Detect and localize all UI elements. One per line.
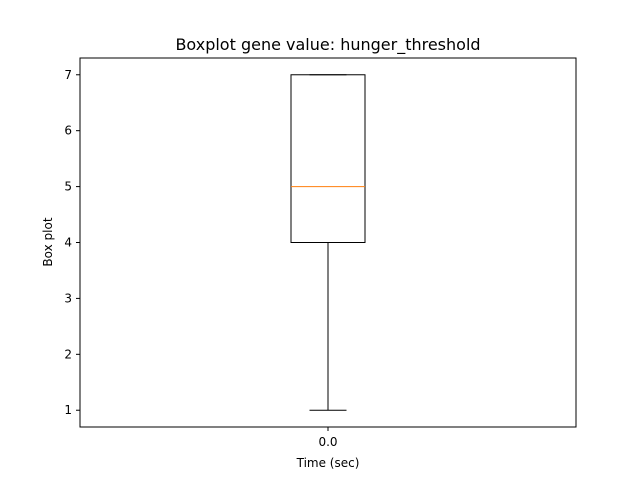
- y-tick-label: 5: [64, 180, 72, 194]
- x-axis-label: Time (sec): [296, 456, 360, 470]
- y-tick-label: 1: [64, 403, 72, 417]
- chart-title: Boxplot gene value: hunger_threshold: [175, 35, 480, 55]
- y-axis-ticks: 1 2 3 4 5 6 7: [64, 68, 80, 417]
- y-tick-label: 6: [64, 124, 72, 138]
- x-axis-ticks: 0.0: [318, 427, 338, 449]
- interquartile-box: [290, 74, 366, 244]
- y-tick-label: 2: [64, 347, 72, 361]
- y-axis-label: Box plot: [41, 217, 55, 266]
- y-tick-label: 3: [64, 291, 72, 305]
- y-tick-label: 7: [64, 68, 72, 82]
- y-tick-label: 4: [64, 236, 72, 250]
- box-series: [290, 74, 366, 411]
- x-tick-label: 0.0: [318, 435, 337, 449]
